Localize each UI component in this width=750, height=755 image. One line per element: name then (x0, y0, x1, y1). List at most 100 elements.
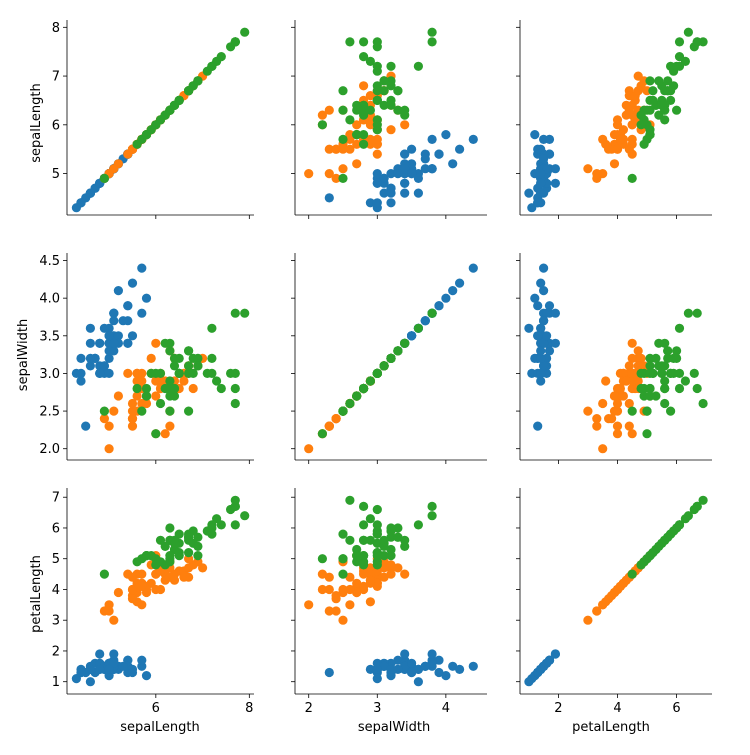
scatter-point-r1-c2-s1-42 (612, 398, 623, 409)
scatter-point-r2-c0-s2-6 (99, 569, 109, 579)
scatter-point-r1-c1-s2-41 (379, 361, 389, 371)
scatter-point-r1-c2-s0-37 (536, 323, 546, 333)
scatter-point-r1-c1-s1-10 (304, 444, 314, 454)
scatter-point-r2-c2-s2-18 (698, 495, 708, 505)
scatter-point-r2-c1-s1-14 (365, 597, 375, 607)
scatter-point-r0-c0-s2-49 (146, 125, 156, 135)
scatter-point-r1-c2-s0-41 (533, 421, 543, 431)
scatter-point-r0-c1-s2-46 (338, 105, 348, 115)
scatter-point-r1-c2-s0-15 (539, 263, 549, 273)
scatter-point-r2-c1-s0-22 (413, 677, 423, 687)
scatter-point-r0-c2-s0-42 (533, 198, 543, 208)
scatter-point-r2-c1-s0-8 (365, 664, 375, 675)
scatter-point-r0-c1-s0-27 (407, 159, 417, 169)
scatter-point-r2-c0-s2-30 (216, 520, 226, 530)
scatter-point-r0-c1-s2-15 (386, 100, 396, 110)
scatter-point-r2-c0-s1-31 (127, 594, 138, 604)
scatter-point-r2-c1-s2-38 (372, 560, 382, 570)
scatter-point-r1-c2-s1-39 (612, 406, 623, 416)
scatter-point-r2-c1-s0-43 (407, 658, 417, 668)
scatter-point-r1-c0-s0-36 (127, 331, 138, 341)
y-tick-label-r1-4: 4.0 (39, 292, 60, 307)
x-tick-label-c1-1: 3 (373, 701, 381, 716)
scatter-point-r0-c2-s2-37 (657, 100, 667, 110)
scatter-point-r0-c2-s2-45 (648, 86, 658, 96)
scatter-point-r2-c0-s2-44 (184, 532, 194, 542)
scatter-point-r1-c0-s2-3 (165, 376, 175, 386)
scatter-point-r1-c2-s2-40 (660, 361, 670, 371)
y-tick-label-r0-1: 6 (52, 118, 60, 133)
y-tick-label-r2-1: 2 (52, 644, 60, 659)
scatter-point-r0-c2-s0-24 (550, 178, 561, 188)
scatter-point-r1-c0-s1-40 (127, 398, 138, 409)
scatter-point-r1-c2-s2-31 (683, 308, 694, 318)
scatter-point-r1-c2-s2-30 (674, 383, 685, 394)
scatter-point-r2-c0-s2-38 (151, 560, 161, 570)
scatter-point-r0-c1-s2-30 (359, 52, 369, 62)
scatter-point-r1-c0-s1-46 (137, 376, 147, 386)
scatter-point-r1-c0-s0-15 (137, 263, 147, 273)
scatter-point-r1-c0-s2-41 (193, 361, 203, 371)
scatter-point-r1-c0-s1-48 (109, 406, 119, 416)
scatter-point-r1-c0-s0-42 (76, 353, 86, 363)
scatter-point-r0-c1-s0-34 (379, 173, 389, 183)
scatter-point-r2-c0-s0-49 (104, 664, 114, 675)
scatter-point-r2-c1-s0-33 (455, 664, 465, 675)
scatter-point-r2-c0-s1-47 (160, 575, 170, 585)
scatter-point-r1-c0-s1-33 (151, 391, 161, 401)
scatter-point-r2-c0-s2-39 (193, 541, 203, 552)
scatter-point-r0-c0-s2-29 (207, 61, 217, 71)
scatter-point-r1-c0-s0-39 (109, 338, 119, 348)
scatter-point-r2-c2-s2-43 (669, 526, 679, 536)
scatter-point-r1-c0-s2-48 (160, 338, 170, 348)
scatter-point-r1-c1-s1-31 (331, 414, 341, 424)
scatter-point-r0-c2-s2-41 (645, 76, 655, 86)
scatter-point-r1-c2-s1-7 (592, 414, 602, 424)
scatter-point-r2-c2-s0-44 (550, 649, 561, 659)
scatter-point-r1-c0-s0-41 (81, 421, 91, 431)
scatter-point-r1-c2-s2-19 (642, 429, 652, 439)
scatter-point-r2-c1-s1-35 (400, 569, 410, 579)
scatter-point-r1-c2-s1-14 (601, 376, 611, 386)
scatter-point-r2-c1-s2-43 (386, 526, 396, 536)
y-tick-label-r2-4: 5 (52, 552, 60, 567)
scatter-point-r0-c1-s0-18 (427, 134, 437, 144)
scatter-point-r2-c1-s1-20 (386, 560, 396, 570)
scatter-point-r1-c0-s0-22 (85, 323, 95, 333)
scatter-point-r1-c0-s1-42 (141, 398, 152, 409)
scatter-point-r0-c1-s1-35 (400, 120, 410, 130)
scatter-point-r1-c0-s1-28 (151, 376, 161, 386)
scatter-point-r1-c2-s1-47 (621, 376, 631, 386)
scatter-point-r1-c0-s0-27 (113, 331, 123, 341)
scatter-point-r1-c1-s1-43 (324, 421, 334, 431)
scatter-point-r0-c2-s1-31 (604, 144, 614, 154)
scatter-point-r0-c1-s2-0 (393, 105, 403, 115)
scatter-point-r1-c1-s2-31 (427, 308, 437, 318)
scatter-point-r2-c0-s2-31 (240, 511, 250, 521)
scatter-point-r1-c2-s0-23 (544, 346, 555, 356)
scatter-point-r2-c0-s2-0 (165, 523, 175, 533)
scatter-point-r0-c2-s1-48 (583, 164, 593, 174)
scatter-point-r2-c1-s0-41 (324, 667, 334, 678)
scatter-point-r1-c2-s2-17 (692, 308, 702, 318)
scatter-point-r1-c2-s0-44 (550, 308, 561, 318)
scatter-point-r1-c2-s2-7 (680, 376, 691, 386)
scatter-point-r0-c1-s2-44 (393, 86, 403, 96)
scatter-point-r1-c2-s1-45 (618, 368, 629, 378)
scatter-point-r2-c1-s0-47 (386, 664, 396, 675)
scatter-point-r1-c0-s2-31 (240, 308, 250, 318)
scatter-point-r0-c1-s0-48 (420, 154, 430, 164)
scatter-point-r2-c1-s2-6 (338, 569, 348, 579)
scatter-point-r2-c1-s1-48 (338, 615, 348, 625)
scatter-point-r1-c2-s1-15 (624, 361, 634, 371)
scatter-point-r1-c2-s2-5 (689, 368, 699, 378)
scatter-point-r0-c1-s1-37 (324, 105, 334, 115)
scatter-point-r1-c1-s2-48 (400, 338, 410, 348)
scatter-point-r1-c0-s1-8 (179, 376, 189, 386)
scatter-point-r1-c2-s0-43 (542, 331, 552, 341)
scatter-point-r2-c1-s2-17 (427, 501, 437, 511)
scatter-point-r1-c0-s0-48 (118, 316, 128, 326)
scatter-point-r0-c1-s2-25 (386, 61, 396, 71)
scatter-point-r1-c0-s1-39 (127, 406, 138, 416)
scatter-point-r0-c1-s1-28 (365, 120, 375, 130)
